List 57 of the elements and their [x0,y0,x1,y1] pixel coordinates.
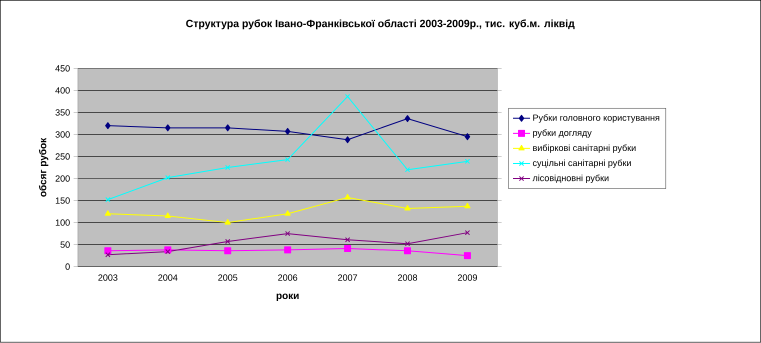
point [285,231,290,236]
legend-label: вибіркові санітарні рубки [533,144,636,154]
x-tick-label: 2007 [338,274,358,282]
point [164,212,171,218]
point [464,133,470,140]
y-tick-label: 350 [55,110,70,116]
y-tick-label: 50 [60,242,70,248]
point [105,197,110,203]
x-tick-label: 2008 [398,274,418,282]
y-tick-label: 200 [56,176,70,182]
point [344,94,350,100]
x-axis-title: роки [276,294,299,302]
point [224,219,231,225]
legend-label: суцільні санітарні рубки [532,160,631,168]
y-tick-label: 0 [65,264,70,270]
point [105,122,111,130]
point [344,245,352,252]
y-tick-label: 250 [56,154,70,160]
y-tick-label: 100 [56,220,70,226]
point [464,252,471,260]
point [225,239,230,244]
point [104,210,111,216]
point [344,194,351,200]
x-tick-label: 2004 [158,274,178,282]
point [464,203,471,209]
x-tick-label: 2006 [278,274,298,282]
point [165,124,171,132]
point [344,136,350,144]
point [284,246,292,254]
y-tick-label: 450 [55,65,70,72]
point [105,252,110,258]
point [404,248,412,255]
point [285,157,290,162]
chart-title: Структура рубок Івано-Франківської області 2003-2009р., тис. куб.м. ліквід [186,20,575,30]
x-tick-label: 2009 [458,274,477,282]
point [224,248,232,255]
point [224,124,230,132]
x-tick-label: 2003 [98,274,118,282]
point [404,167,410,173]
y-tick-label: 300 [55,132,70,138]
point [344,237,350,243]
y-tick-label: 150 [56,198,70,204]
point [404,205,411,211]
point [284,128,290,136]
point [284,210,291,216]
point [404,115,410,122]
y-axis-title: обсяг рубок [38,138,48,197]
legend-label: лісовідновні рубки [532,174,608,184]
legend-label: рубки догляду [533,130,592,138]
point [165,249,170,255]
point [165,175,170,181]
x-tick-label: 2005 [218,274,238,282]
y-tick-label: 400 [55,87,70,94]
point [464,158,470,164]
legend-label: Рубки головного користування [533,114,660,123]
point [225,165,230,170]
point [404,241,410,247]
